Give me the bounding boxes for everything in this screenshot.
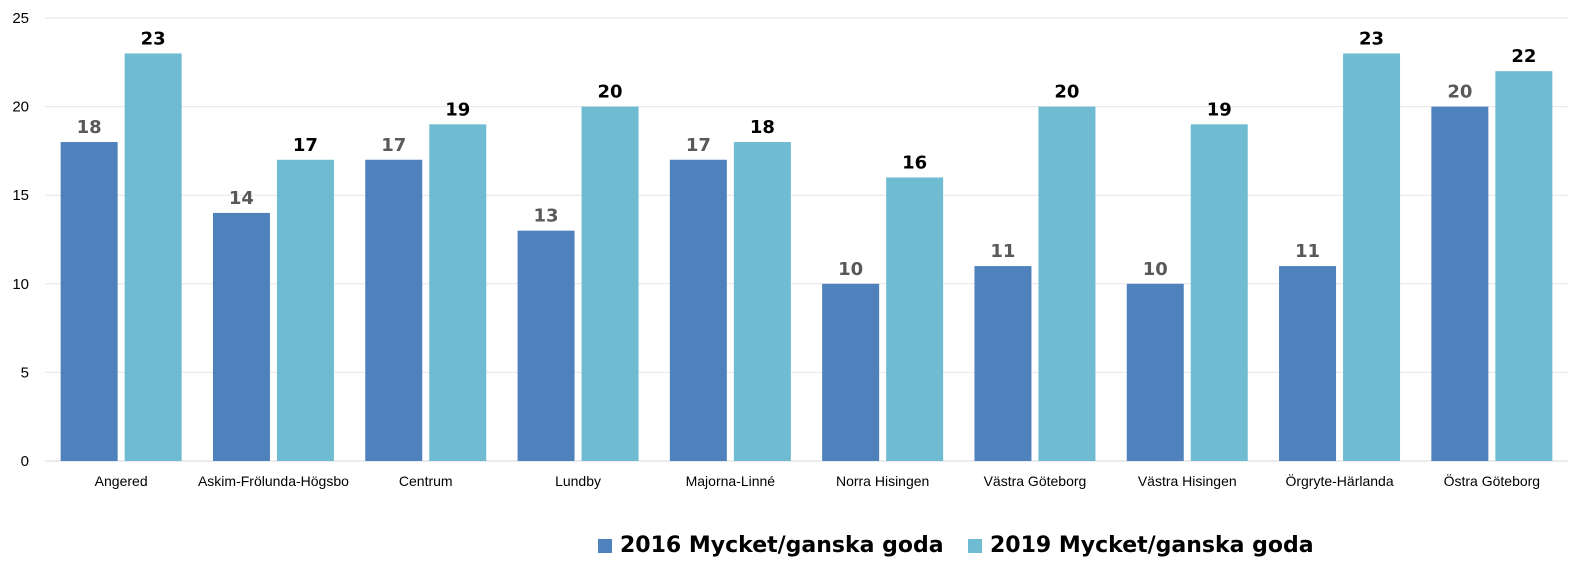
- data-label-2019: 20: [1054, 82, 1079, 103]
- data-labels: 18 23 14 17 17 19 13 20 17 18 10 16 11 20 10 19 11 23 20 22: [77, 28, 1537, 279]
- bar-2016: [517, 230, 575, 461]
- data-label-2016: 11: [990, 241, 1015, 262]
- bar-2019: [733, 142, 791, 462]
- y-tick-label: 25: [12, 10, 29, 27]
- bars: [60, 53, 1553, 462]
- bar-2019: [276, 159, 334, 461]
- bar-2016: [1431, 106, 1489, 461]
- legend-item-2016: 2016 Mycket/ganska goda: [598, 533, 944, 558]
- x-category-label: Centrum: [399, 473, 453, 489]
- gridlines: [45, 17, 1568, 462]
- bar-2019: [1190, 124, 1248, 461]
- data-label-2016: 14: [229, 188, 254, 209]
- data-label-2016: 10: [838, 259, 863, 280]
- y-axis: 0 5 10 15 20 25: [12, 10, 29, 470]
- bar-2019: [581, 106, 639, 461]
- x-category-label: Örgryte-Härlanda: [1285, 472, 1393, 489]
- data-label-2019: 19: [1207, 99, 1232, 120]
- x-category-label: Västra Göteborg: [984, 473, 1087, 489]
- data-label-2019: 16: [902, 152, 927, 173]
- data-label-2019: 19: [445, 99, 470, 120]
- legend-label-2016: 2016 Mycket/ganska goda: [620, 533, 944, 558]
- data-label-2016: 13: [534, 206, 559, 227]
- x-category-label: Östra Göteborg: [1444, 472, 1541, 489]
- bar-2016: [669, 159, 727, 461]
- data-label-2019: 18: [750, 117, 775, 138]
- y-tick-label: 20: [12, 99, 29, 116]
- bar-2016: [365, 159, 423, 461]
- data-label-2019: 23: [141, 28, 166, 49]
- legend-item-2019: 2019 Mycket/ganska goda: [968, 533, 1314, 558]
- bar-2016: [974, 266, 1032, 461]
- data-label-2019: 22: [1511, 46, 1536, 67]
- x-axis: Angered Askim-Frölunda-Högsbo Centrum Lundb…: [95, 472, 1540, 489]
- bar-2019: [886, 177, 944, 462]
- data-label-2016: 17: [381, 135, 406, 156]
- data-label-2016: 10: [1143, 259, 1168, 280]
- bar-2016: [1279, 266, 1337, 461]
- data-label-2016: 17: [686, 135, 711, 156]
- bar-2016: [1126, 283, 1184, 461]
- x-category-label: Norra Hisingen: [836, 473, 929, 489]
- bar-2016: [60, 142, 118, 462]
- data-label-2016: 20: [1447, 82, 1472, 103]
- y-tick-label: 5: [21, 364, 29, 381]
- x-category-label: Lundby: [555, 473, 601, 489]
- data-label-2016: 18: [77, 117, 102, 138]
- y-tick-label: 15: [12, 187, 29, 204]
- bar-2019: [1038, 106, 1096, 461]
- y-tick-label: 0: [21, 453, 29, 470]
- data-label-2019: 20: [598, 82, 623, 103]
- bar-2019: [1343, 53, 1401, 461]
- bar-2016: [212, 212, 270, 461]
- legend-swatch-2019: [968, 538, 982, 553]
- legend-label-2019: 2019 Mycket/ganska goda: [990, 533, 1314, 558]
- x-category-label: Västra Hisingen: [1138, 473, 1237, 489]
- bar-2019: [124, 53, 182, 461]
- legend: 2016 Mycket/ganska goda 2019 Mycket/gans…: [0, 533, 1590, 563]
- data-label-2019: 17: [293, 135, 318, 156]
- legend-swatch-2016: [598, 538, 612, 553]
- bar-2019: [1495, 71, 1553, 461]
- bar-2016: [822, 283, 880, 461]
- data-label-2019: 23: [1359, 28, 1384, 49]
- y-tick-label: 10: [12, 276, 29, 293]
- x-category-label: Askim-Frölunda-Högsbo: [198, 473, 349, 489]
- data-label-2016: 11: [1295, 241, 1320, 262]
- x-category-label: Angered: [95, 473, 148, 489]
- bar-2019: [429, 124, 487, 461]
- x-category-label: Majorna-Linné: [686, 473, 776, 489]
